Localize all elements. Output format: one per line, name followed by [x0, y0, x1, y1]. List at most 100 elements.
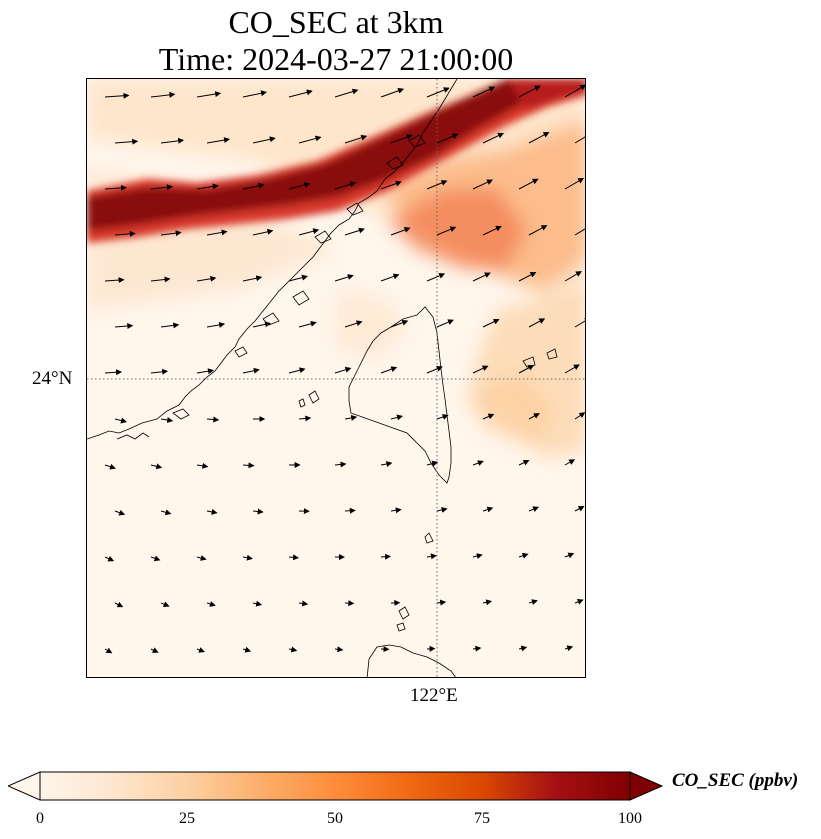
wind-arrow [472, 645, 482, 652]
wind-arrow [242, 554, 253, 561]
wind-arrow [334, 181, 357, 190]
wind-arrow [298, 228, 320, 236]
wind-arrow [288, 646, 298, 653]
wind-arrow [390, 227, 411, 236]
wind-arrow [288, 367, 306, 374]
wind-arrow [288, 89, 313, 98]
wind-arrow [114, 138, 139, 145]
wind-arrow [574, 506, 585, 512]
longitude-label: 122°E [410, 685, 458, 706]
wind-arrow [482, 506, 494, 513]
wind-arrow [380, 366, 398, 374]
wind-arrow [344, 320, 363, 328]
wind-arrow [252, 228, 274, 236]
wind-arrow [574, 412, 585, 420]
wind-arrow [518, 85, 541, 98]
wind-arrow [160, 137, 185, 144]
wind-arrow [518, 459, 530, 466]
map-canvas [87, 79, 585, 677]
wind-arrow [344, 414, 358, 421]
wind-arrow [436, 319, 454, 328]
wind-arrow [242, 646, 252, 653]
wind-arrow [482, 132, 505, 144]
wind-arrow [426, 366, 443, 374]
wind-arrow [206, 321, 226, 328]
wind-arrow [196, 91, 222, 98]
wind-arrow [114, 601, 124, 608]
wind-arrow [518, 552, 529, 559]
wind-arrow [518, 178, 539, 190]
wind-arrow [196, 275, 217, 282]
wind-arrow [380, 553, 391, 560]
wind-arrow [206, 508, 218, 515]
wind-arrow [528, 132, 550, 144]
colorbar-label: CO_SEC (ppbv) [672, 770, 799, 791]
wind-arrow [196, 462, 209, 469]
wind-arrow [528, 318, 546, 328]
wind-arrow [574, 136, 585, 144]
wind-arrow [564, 84, 585, 98]
wind-arrow [390, 319, 409, 328]
wind-arrow [574, 317, 585, 328]
wind-arrow [482, 599, 493, 606]
wind-arrow [160, 601, 170, 608]
map-time: Time: 2024-03-27 21:00:00 [158, 41, 514, 77]
wind-arrow [426, 553, 437, 560]
wind-arrow [150, 647, 159, 653]
wind-arrow [436, 414, 449, 420]
wind-arrow [472, 460, 484, 466]
wind-arrow [104, 647, 113, 654]
wind-arrow [242, 367, 260, 374]
wind-arrow [380, 87, 405, 98]
wind-arrow [150, 276, 171, 283]
wind-arrow [104, 463, 116, 470]
wind-arrow [298, 135, 322, 144]
wind-arrow [150, 91, 176, 98]
wind-arrow [104, 369, 123, 376]
wind-arrow [334, 366, 352, 374]
wind-arrow [104, 184, 127, 191]
wind-arrow [160, 322, 180, 329]
wind-vectors [104, 84, 585, 654]
wind-arrow [518, 365, 535, 374]
wind-arrow [564, 645, 574, 652]
wind-arrow [436, 133, 459, 144]
wind-arrow [114, 417, 127, 424]
wind-arrow [564, 364, 580, 374]
colorbar-body [39, 771, 631, 801]
latitude-label: 24°N [32, 368, 73, 389]
wind-arrow [564, 459, 576, 466]
colorbar [6, 770, 668, 802]
wind-arrow [206, 601, 216, 607]
wind-arrow [344, 507, 356, 514]
wind-arrow [288, 274, 308, 282]
wind-arrow [574, 228, 585, 236]
wind-arrow [426, 87, 450, 98]
wind-arrow [472, 272, 491, 282]
wind-arrow [334, 274, 354, 282]
wind-arrow [472, 179, 494, 190]
map-panel [86, 78, 586, 678]
wind-arrow [252, 136, 276, 144]
wind-arrow [482, 225, 502, 236]
colorbar-tick: 50 [327, 810, 343, 827]
wind-arrow [436, 506, 448, 513]
wind-arrow [242, 182, 265, 190]
wind-arrow [380, 461, 393, 467]
wind-arrow [436, 226, 457, 236]
wind-arrow [564, 271, 582, 282]
wind-arrow [518, 645, 528, 652]
wind-arrow [482, 318, 500, 328]
wind-arrow [104, 555, 115, 562]
colorbar-tick: 75 [474, 810, 490, 827]
wind-arrow [334, 646, 344, 653]
colorbar-tick: 0 [36, 810, 44, 827]
wind-arrow [288, 182, 311, 190]
wind-arrow [574, 599, 584, 605]
wind-arrow [426, 180, 448, 190]
wind-arrow [472, 553, 483, 559]
concentration-field [87, 79, 585, 677]
wind-arrow [206, 229, 228, 236]
wind-arrow [564, 177, 585, 190]
wind-arrow [196, 647, 205, 653]
